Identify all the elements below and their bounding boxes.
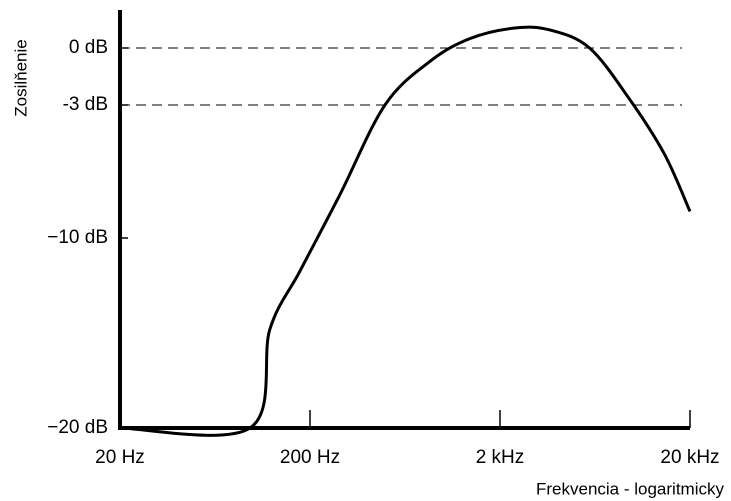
- x-axis-label: Frekvencia - logaritmicky: [536, 479, 724, 498]
- y-tick-label: -3 dB: [63, 94, 108, 115]
- y-tick-label: −20 dB: [47, 417, 108, 438]
- x-tick-label: 200 Hz: [280, 447, 340, 468]
- x-tick-label: 20 Hz: [95, 447, 145, 468]
- x-tick-label: 20 kHz: [660, 447, 719, 468]
- y-tick-label: 0 dB: [69, 37, 108, 58]
- x-tick-label: 2 kHz: [476, 447, 525, 468]
- y-axis-label: Zosilňenie: [11, 39, 30, 117]
- y-tick-label: −10 dB: [47, 227, 108, 248]
- response-curve: [119, 25, 692, 437]
